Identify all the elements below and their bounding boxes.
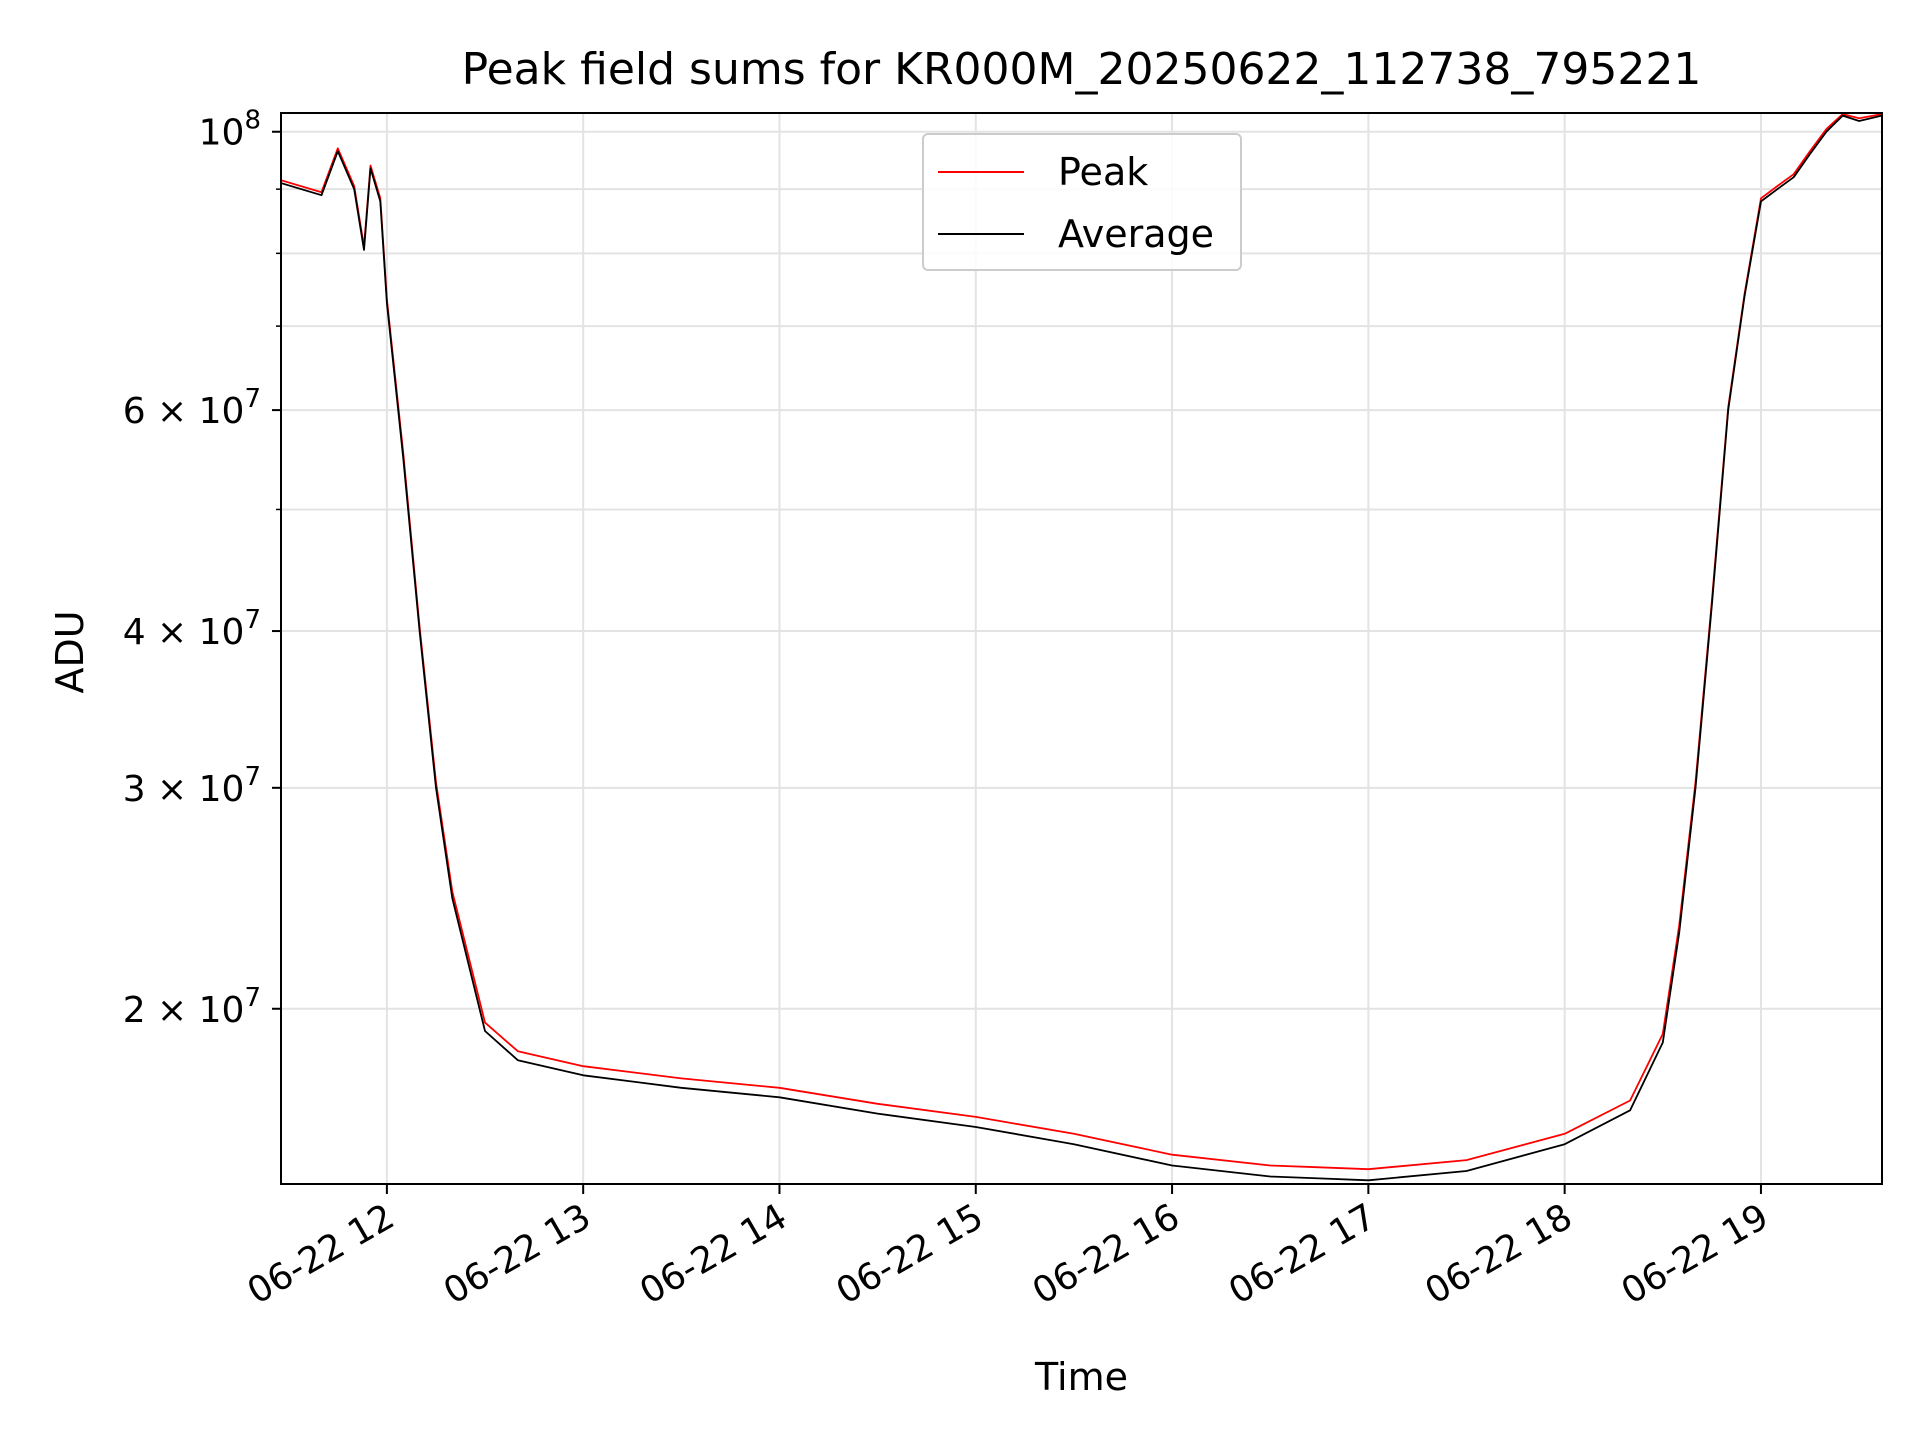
legend-entry-peak: Peak [938,150,1149,194]
legend-swatch-average [938,233,1024,235]
series-layer [281,113,1882,1182]
legend-entry-average: Average [938,212,1215,256]
grid-lines [281,113,1882,1184]
plot-frame [280,112,1883,1185]
y-tick-label: 6 × 107 [123,384,261,432]
x-axis-label: Time [1035,1355,1128,1399]
x-tick-label: 06-22 17 [1222,1196,1383,1312]
y-tick-label: 2 × 107 [123,983,261,1031]
legend-swatch-peak [938,171,1024,173]
legend-label-average: Average [1058,212,1215,256]
y-tick-label: 4 × 107 [123,605,261,653]
x-tick-label: 06-22 14 [633,1196,794,1312]
chart-title: Peak field sums for KR000M_20250622_1127… [461,44,1702,95]
legend: Peak Average [922,133,1242,271]
x-tick-label: 06-22 15 [830,1196,991,1312]
x-axis-ticks: 06-22 12 06-22 13 06-22 14 06-22 15 06-22 16… [241,1184,1776,1313]
series-line-average [281,114,1882,1182]
y-tick-label: 108 [199,106,261,154]
x-tick-label: 06-22 18 [1418,1196,1579,1312]
series-line-peak [281,113,1882,1171]
x-tick-label: 06-22 19 [1615,1196,1776,1312]
y-axis-ticks: 2 × 107 3 × 107 4 × 107 6 × 107 108 [123,106,281,1031]
x-tick-label: 06-22 13 [437,1196,598,1312]
legend-label-peak: Peak [1058,150,1149,194]
y-axis-label: ADU [48,610,92,694]
x-tick-label: 06-22 16 [1026,1196,1187,1312]
y-tick-label: 3 × 107 [123,762,261,810]
x-tick-label: 06-22 12 [241,1196,402,1312]
